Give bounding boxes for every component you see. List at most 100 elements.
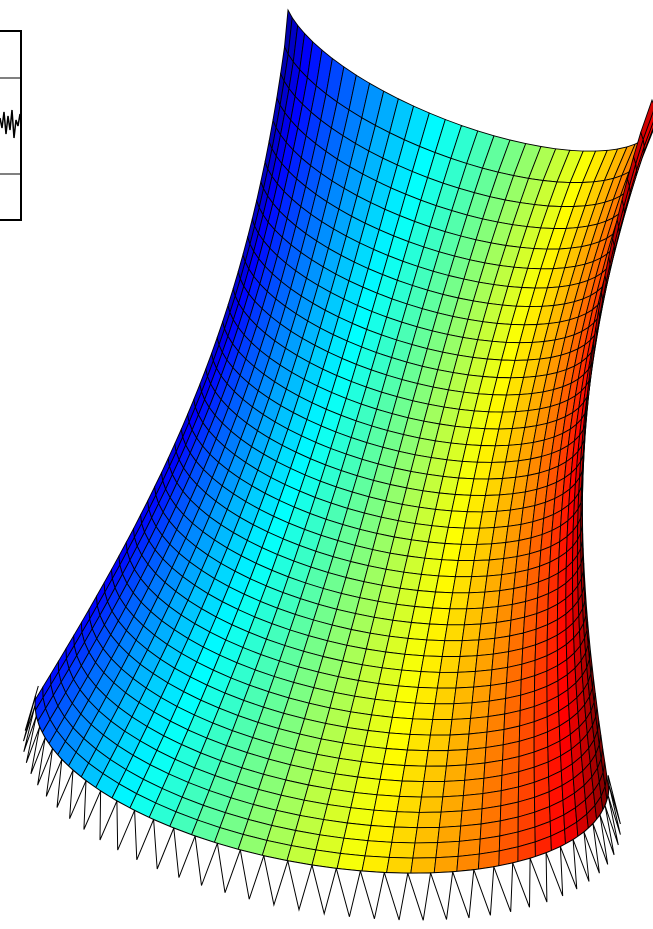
mesh-cell (400, 781, 424, 797)
inset-panel (0, 31, 21, 220)
mesh-cell (485, 575, 502, 592)
mesh-cell (446, 750, 467, 767)
mesh-cell (426, 751, 448, 767)
support-triangle (431, 872, 453, 920)
mesh-cell (402, 654, 424, 671)
mesh-cell (479, 623, 497, 640)
mesh-cell (475, 654, 493, 671)
mesh-cell (489, 543, 506, 561)
mesh-cell (358, 762, 383, 780)
mesh-cell (468, 732, 488, 749)
mesh-cell (410, 719, 433, 735)
mesh-cell (464, 608, 482, 625)
mesh-cell (438, 826, 461, 843)
support-triangle (312, 865, 336, 914)
tower-render (0, 0, 653, 929)
mesh-cell (392, 827, 417, 843)
page: (() => { const data = JSON.parse(documen… (0, 0, 653, 929)
mesh-cell (397, 588, 419, 606)
mesh-cell (411, 607, 432, 625)
mesh-cell (462, 624, 481, 641)
mesh-cell (434, 856, 458, 872)
mesh-cell (392, 702, 415, 719)
mesh-cell (467, 592, 485, 609)
mesh-cell (415, 591, 436, 609)
mesh-cell (375, 684, 399, 702)
mesh-cell (472, 560, 490, 577)
mesh-cell (439, 560, 459, 577)
mesh-cell (377, 779, 402, 796)
mesh-cell (408, 623, 430, 640)
mesh-cell (440, 657, 460, 673)
mesh-cell (411, 858, 436, 874)
mesh-cell (437, 672, 458, 688)
mesh-cell (365, 841, 392, 858)
support-triangle (336, 868, 360, 916)
mesh-cell (386, 636, 408, 654)
mesh-cell (341, 838, 369, 856)
mesh-cell (362, 856, 389, 873)
mesh-cell (407, 734, 430, 750)
mesh-cell (502, 557, 517, 575)
mesh-cell (460, 640, 479, 657)
mesh-cell (402, 766, 426, 782)
mesh-cell (453, 577, 472, 593)
mesh-cell (448, 734, 469, 751)
mesh-cell (417, 812, 441, 828)
mesh-cell (463, 778, 484, 795)
mesh-cell (395, 686, 418, 703)
mesh-cell (427, 624, 448, 641)
mesh-cell (393, 604, 415, 622)
mesh-cell (418, 574, 439, 592)
mesh-cell (436, 841, 460, 857)
support-triangle (360, 871, 384, 919)
mesh-cell (421, 656, 442, 673)
mesh-cell (337, 853, 365, 871)
mesh-cell (382, 652, 405, 670)
support-triangle (288, 861, 312, 910)
mesh-cell (428, 735, 450, 751)
mesh-cell (450, 718, 470, 735)
surface-mesh (35, 10, 653, 873)
mesh-cell (454, 687, 474, 704)
mesh-cell (383, 749, 407, 766)
mesh-cell (379, 668, 402, 686)
mesh-cell (415, 827, 439, 843)
mesh-cell (380, 764, 405, 781)
mesh-cell (483, 591, 500, 608)
mesh-cell (487, 559, 504, 577)
mesh-cell (466, 748, 486, 765)
support-triangle (530, 853, 547, 902)
mesh-cell (491, 667, 508, 685)
mesh-cell (458, 656, 477, 673)
mesh-cell (389, 717, 413, 734)
mesh-cell (465, 763, 485, 780)
mesh-cell (433, 704, 454, 720)
mesh-cell (500, 573, 516, 591)
mesh-cell (445, 765, 467, 782)
mesh-cell (422, 781, 445, 797)
mesh-cell (433, 592, 453, 609)
mesh-cell (458, 544, 477, 560)
mesh-cell (457, 854, 480, 871)
support-triangle (174, 828, 195, 878)
mesh-cell (415, 687, 437, 703)
mesh-cell (461, 809, 482, 826)
support-triangle (240, 850, 263, 899)
mesh-cell (389, 842, 415, 858)
mesh-cell (474, 670, 492, 687)
mesh-cell (498, 589, 514, 607)
mesh-cell (441, 796, 463, 813)
mesh-cell (430, 719, 452, 735)
mesh-cell (387, 857, 413, 873)
mesh-cell (418, 672, 440, 689)
mesh-cell (481, 607, 498, 624)
mesh-cell (452, 703, 472, 720)
mesh-cell (456, 671, 476, 688)
support-triangle (195, 836, 217, 886)
mesh-cell (469, 717, 488, 734)
mesh-cell (351, 792, 377, 810)
mesh-cell (435, 688, 456, 704)
mesh-cell (347, 808, 374, 826)
mesh-cell (419, 797, 443, 813)
